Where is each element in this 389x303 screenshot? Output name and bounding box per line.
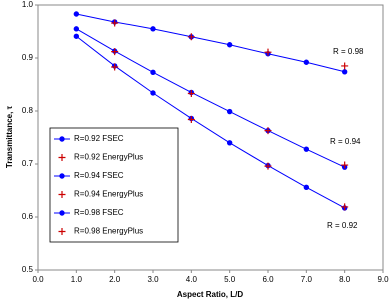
series-line (76, 28, 345, 168)
point (264, 162, 272, 170)
point (187, 33, 195, 41)
annotation: R = 0.98 (333, 47, 364, 56)
point (73, 26, 80, 32)
point (303, 146, 310, 152)
annotation: R = 0.94 (330, 137, 361, 146)
point (341, 69, 348, 75)
y-tick-label: 0.8 (22, 106, 34, 115)
legend-label: R=0.92 FSEC (74, 134, 124, 143)
point (150, 90, 156, 96)
y-tick-label: 0.9 (22, 53, 34, 62)
point (73, 33, 80, 39)
point (73, 11, 80, 17)
point (264, 127, 272, 135)
x-tick-label: 3.0 (147, 275, 159, 284)
point (264, 48, 272, 56)
y-tick-label: 0.7 (22, 159, 34, 168)
x-axis-label: Aspect Ratio, L/D (177, 290, 243, 299)
x-tick-label: 6.0 (262, 275, 274, 284)
legend-marker (59, 136, 65, 142)
point (341, 161, 349, 169)
point (226, 108, 233, 115)
legend-label: R=0.94 FSEC (74, 171, 124, 180)
point (303, 59, 310, 65)
x-tick-label: 5.0 (224, 275, 236, 284)
point (187, 115, 195, 123)
legend-marker (58, 191, 66, 198)
y-tick-label: 1.0 (22, 0, 34, 9)
point (226, 42, 233, 48)
x-tick-label: 7.0 (301, 275, 313, 284)
legend-label: R=0.98 EnergyPlus (74, 227, 143, 236)
point (111, 48, 119, 56)
legend-marker (59, 173, 65, 179)
legend-marker (58, 228, 66, 235)
x-tick-label: 1.0 (71, 275, 83, 284)
y-tick-label: 0.6 (22, 212, 34, 221)
point (226, 140, 233, 146)
legend-marker (59, 210, 65, 216)
series-line (76, 13, 345, 73)
x-tick-label: 8.0 (339, 275, 351, 284)
point (187, 90, 195, 98)
x-tick-label: 4.0 (186, 275, 198, 284)
point (111, 63, 119, 71)
legend-label: R=0.92 EnergyPlus (74, 153, 143, 162)
y-tick-label: 0.5 (22, 265, 34, 274)
point (150, 69, 156, 76)
legend-marker (58, 154, 66, 161)
point (341, 62, 349, 70)
legend-label: R=0.98 FSEC (74, 208, 124, 217)
y-axis-label: Transmittance, τ (5, 105, 14, 168)
annotation: R = 0.92 (327, 221, 358, 230)
point (303, 184, 310, 191)
legend-box (49, 127, 179, 243)
x-tick-label: 9.0 (377, 275, 389, 284)
point (341, 203, 349, 211)
x-tick-label: 0.0 (32, 275, 44, 284)
series-line (76, 35, 345, 209)
point (111, 19, 119, 27)
x-tick-label: 2.0 (109, 275, 121, 284)
legend-label: R=0.94 EnergyPlus (74, 190, 143, 199)
point (150, 26, 156, 32)
